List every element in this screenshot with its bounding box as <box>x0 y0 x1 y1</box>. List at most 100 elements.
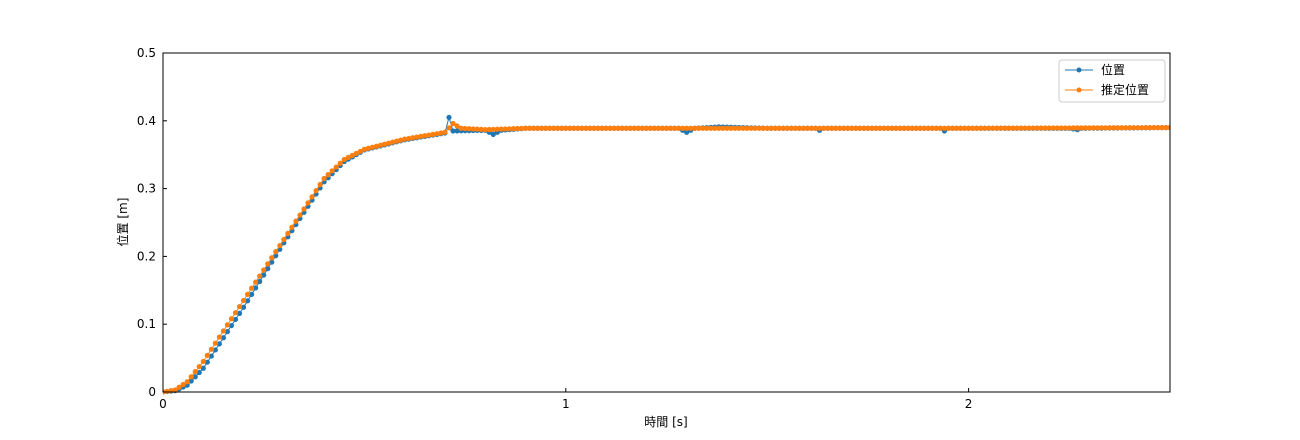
data-point <box>547 125 553 131</box>
data-point <box>188 378 194 384</box>
data-point <box>1167 124 1170 131</box>
data-point <box>478 126 484 132</box>
data-point <box>877 125 883 131</box>
data-point <box>897 125 903 131</box>
data-point <box>631 125 637 131</box>
data-point <box>663 125 670 131</box>
data-point <box>430 131 436 137</box>
data-point <box>337 160 343 166</box>
data-point <box>732 125 738 131</box>
data-point <box>269 259 275 265</box>
data-point <box>422 133 428 139</box>
data-point <box>816 125 823 131</box>
data-point <box>313 188 319 194</box>
data-point <box>764 125 770 131</box>
data-point <box>1030 125 1036 131</box>
data-point <box>671 125 678 131</box>
data-point <box>208 346 214 352</box>
data-point <box>244 298 251 304</box>
series-1 <box>163 120 1170 395</box>
data-point <box>1086 125 1093 131</box>
data-point <box>869 125 875 131</box>
data-point <box>607 125 613 131</box>
data-point <box>353 150 359 156</box>
data-point <box>297 212 303 218</box>
x-tick-label: 2 <box>965 397 973 411</box>
data-point <box>253 285 259 291</box>
data-point <box>406 135 412 142</box>
data-point <box>518 125 525 131</box>
data-point <box>643 125 649 131</box>
data-point <box>454 128 460 134</box>
data-point <box>196 369 202 376</box>
data-point <box>442 129 448 135</box>
data-point <box>172 387 178 393</box>
axis-ticks: 0 1 2 0 0.1 0.2 0.3 0.4 0.5 <box>137 46 973 411</box>
data-point <box>530 125 537 131</box>
data-point <box>692 125 698 131</box>
data-point <box>1139 125 1145 131</box>
data-point <box>510 126 517 132</box>
data-point <box>1058 125 1064 131</box>
data-point <box>1090 125 1097 131</box>
data-point <box>752 125 758 131</box>
data-point <box>1163 124 1169 131</box>
data-point <box>349 152 355 158</box>
data-point <box>1018 125 1024 131</box>
data-point <box>321 175 327 182</box>
data-point <box>688 125 694 131</box>
data-point <box>498 126 504 132</box>
data-point <box>563 125 569 131</box>
data-point <box>224 329 231 335</box>
data-point <box>772 125 778 131</box>
data-point <box>684 129 690 135</box>
legend: 位置 推定位置 <box>1058 59 1166 103</box>
legend-marker-estimated <box>1076 87 1082 93</box>
data-point <box>776 125 782 131</box>
data-point <box>317 181 323 188</box>
data-point <box>373 143 380 149</box>
data-point <box>490 126 496 132</box>
data-point <box>941 125 948 131</box>
data-point <box>446 114 452 121</box>
data-point <box>1022 125 1028 131</box>
data-point <box>708 125 714 131</box>
data-point <box>502 126 508 132</box>
data-point <box>244 291 251 297</box>
data-point <box>381 141 388 147</box>
data-point <box>514 125 521 132</box>
data-point <box>273 249 279 255</box>
data-point <box>970 125 976 131</box>
data-point <box>615 125 621 131</box>
data-point <box>567 125 573 131</box>
data-point <box>853 125 859 131</box>
data-point <box>192 374 198 380</box>
data-point <box>720 125 726 131</box>
legend-marker-position <box>1076 67 1082 73</box>
data-point <box>889 125 895 131</box>
data-point <box>700 125 706 131</box>
data-point <box>945 125 952 131</box>
data-point <box>861 125 867 131</box>
data-point <box>240 297 247 304</box>
data-point <box>893 125 899 131</box>
data-point <box>937 125 944 131</box>
data-point <box>410 135 416 141</box>
data-point <box>265 266 271 272</box>
data-point <box>724 125 730 131</box>
data-point <box>1131 125 1137 131</box>
data-point <box>684 125 690 131</box>
data-point <box>526 125 533 131</box>
data-point <box>506 126 513 132</box>
data-point <box>1078 125 1084 131</box>
data-point <box>901 125 907 131</box>
y-tick-label: 0.5 <box>137 46 156 60</box>
data-point <box>599 125 605 131</box>
data-point <box>579 125 585 131</box>
data-point <box>341 156 347 163</box>
data-point <box>236 310 243 316</box>
data-point <box>261 272 267 278</box>
data-point <box>394 138 400 144</box>
data-point <box>792 125 799 131</box>
